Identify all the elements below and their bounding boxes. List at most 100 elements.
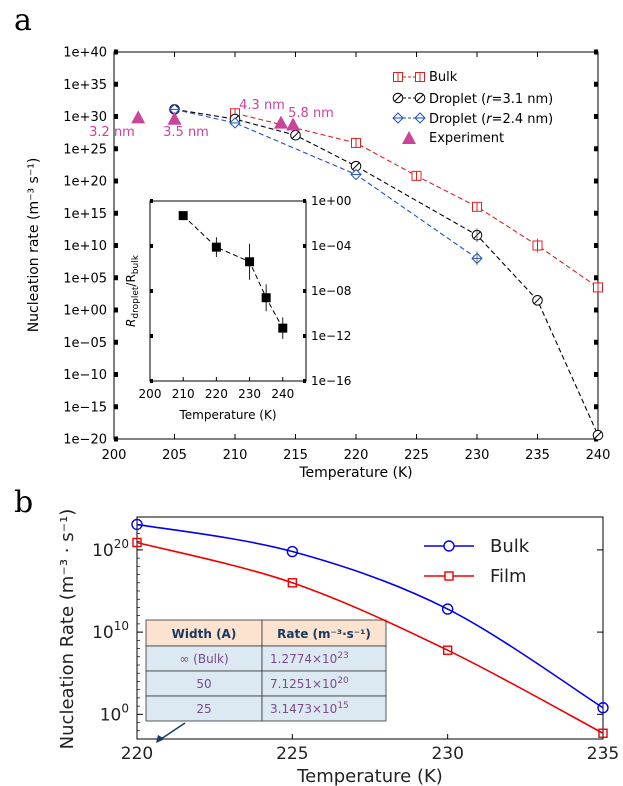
a-point-experiment: [131, 110, 146, 124]
b-point-film: [132, 537, 142, 548]
a-ytick-label: 1e+20: [63, 175, 107, 190]
chart-b: 220 225 230 235 1020 1010 100 Temperature (K)…: [57, 509, 619, 786]
arrow-head: [156, 735, 165, 743]
chart-a-y-tick-labels: 1e+40 1e+35 1e+30 1e+25 1e+20 1e+15 1e+10 1e+05…: [63, 46, 107, 448]
b-point-bulk: [597, 702, 609, 714]
in-ytick-label: 1e+00: [311, 194, 351, 208]
a-ytick: [114, 372, 118, 377]
a-ytick-label: 1e+35: [63, 78, 107, 93]
b-point-film: [442, 645, 453, 655]
chart-a-x-tick-labels: 200 205 210 215 220 225 230 235 240: [102, 448, 611, 463]
in-xtick-label: 210: [172, 387, 195, 401]
legend-b-bulk: Bulk: [490, 536, 530, 557]
a-legend-marker-slash: [416, 94, 424, 102]
in-xtick-label: 200: [139, 387, 162, 401]
chart-a-inset: 1e+00 1e−04 1e−08 1e−12 1e−16 200 210 220 230 24…: [124, 194, 351, 422]
a-ytick-label: 1e+10: [63, 239, 107, 254]
chart-b-x-tick-labels: 220 225 230 235: [121, 744, 619, 764]
legend-droplet-2-4: Droplet (r=2.4 nm): [429, 112, 553, 127]
a-ytick: [114, 146, 118, 152]
chart-b-ticks: [136, 516, 604, 740]
in-point: [261, 293, 271, 303]
chart-a-legend-markers: [392, 72, 426, 144]
a-point-droplet-3-1-slash: [594, 431, 602, 439]
a-ytick: [114, 436, 118, 442]
in-ytick: [150, 244, 153, 248]
a-xtick-label: 220: [344, 448, 369, 463]
a-ytick: [114, 49, 118, 55]
chart-b-frame: [136, 516, 604, 740]
chart-b-xlabel: Temperature (K): [296, 766, 443, 786]
in-xtick-label: 230: [238, 387, 261, 401]
b-line-film: [136, 541, 604, 734]
chart-b-legend-markers: [424, 540, 474, 581]
inset-series: [178, 211, 288, 339]
a-line-bulk: [234, 112, 599, 288]
legend-b-film: Film: [490, 566, 527, 587]
chart-a-series: [131, 103, 604, 441]
inset-ylabel: Rdroplet/Rbulk: [124, 254, 141, 327]
legend-droplet-3-1: Droplet (r=3.1 nm): [429, 92, 553, 107]
a-ytick-right: [594, 178, 598, 184]
a-ytick: [114, 307, 118, 313]
a-xtick-label: 240: [586, 448, 611, 463]
arrow-line: [160, 722, 186, 740]
annotation-3-5nm: 3.5 nm: [163, 125, 209, 140]
a-ytick-label: 1e−20: [63, 433, 107, 448]
chart-b-series: [131, 518, 609, 738]
chart-a-ticks: [113, 49, 599, 442]
a-ytick: [114, 339, 118, 345]
table-rate-value: 3.1473×1015: [270, 701, 349, 716]
annotation-5-8nm: 5.8 nm: [288, 106, 334, 121]
in-ytick: [150, 289, 153, 293]
a-point-droplet-3-1-slash: [352, 162, 360, 170]
table-width-value: 50: [196, 677, 211, 691]
a-ytick-right: [594, 275, 598, 281]
a-ytick: [114, 114, 118, 119]
b-point-film: [287, 578, 298, 588]
b-legend-marker-bulk: [443, 540, 455, 552]
a-ytick-right: [594, 81, 598, 87]
a-ytick-label: 1e+00: [63, 304, 107, 319]
table-width-value: ∞ (Bulk): [179, 652, 228, 666]
a-ytick: [114, 275, 118, 281]
inset-ticks: [149, 199, 306, 383]
in-ytick-label: 1e−12: [311, 329, 351, 343]
a-xtick-label: 230: [465, 448, 490, 463]
in-xtick-label: 240: [271, 387, 294, 401]
a-point-experiment: [273, 115, 288, 129]
a-point-droplet-3-1-slash: [533, 296, 542, 305]
chart-a-legend: Bulk Droplet (r=3.1 nm) Droplet (r=2.4 n…: [392, 70, 553, 146]
a-ytick-right: [594, 49, 598, 55]
annotation-4-3nm: 4.3 nm: [239, 98, 285, 113]
a-point-droplet-3-1-slash: [291, 131, 300, 139]
a-ytick-right: [594, 404, 598, 410]
inset-x-tick-labels: 200 210 220 230 240: [139, 387, 295, 401]
table-header-width: Width (A): [172, 627, 237, 641]
a-ytick-right: [594, 243, 598, 248]
a-ytick-label: 1e+30: [63, 110, 107, 125]
a-ytick-label: 1e+15: [63, 207, 107, 222]
inset-frame: [149, 200, 307, 382]
a-ytick: [114, 243, 118, 248]
chart-b-legend: Bulk Film: [424, 536, 530, 587]
table-width-value: 25: [196, 702, 211, 716]
in-ytick: [150, 379, 153, 383]
in-point: [278, 323, 288, 333]
a-ytick-right: [594, 372, 598, 377]
table-header-rate: Rate (m⁻³·s⁻¹): [277, 627, 371, 641]
table-cell-width: [145, 670, 263, 697]
a-xtick-label: 225: [404, 448, 429, 463]
legend-experiment: Experiment: [429, 131, 504, 146]
a-ytick-right: [594, 146, 598, 152]
a-xtick-label: 210: [223, 448, 248, 463]
a-line-droplet-2-4: [174, 108, 478, 259]
a-ytick-right: [594, 114, 598, 119]
chart-a-ylabel: Nucleation rate (m⁻³ s⁻¹): [26, 158, 42, 333]
a-ytick: [114, 178, 118, 184]
b-point-film: [598, 728, 608, 738]
panel-a-label: a: [14, 3, 32, 38]
a-xtick-label: 215: [283, 448, 308, 463]
b-xtick-label: 225: [276, 744, 308, 764]
b-point-bulk: [286, 545, 299, 558]
